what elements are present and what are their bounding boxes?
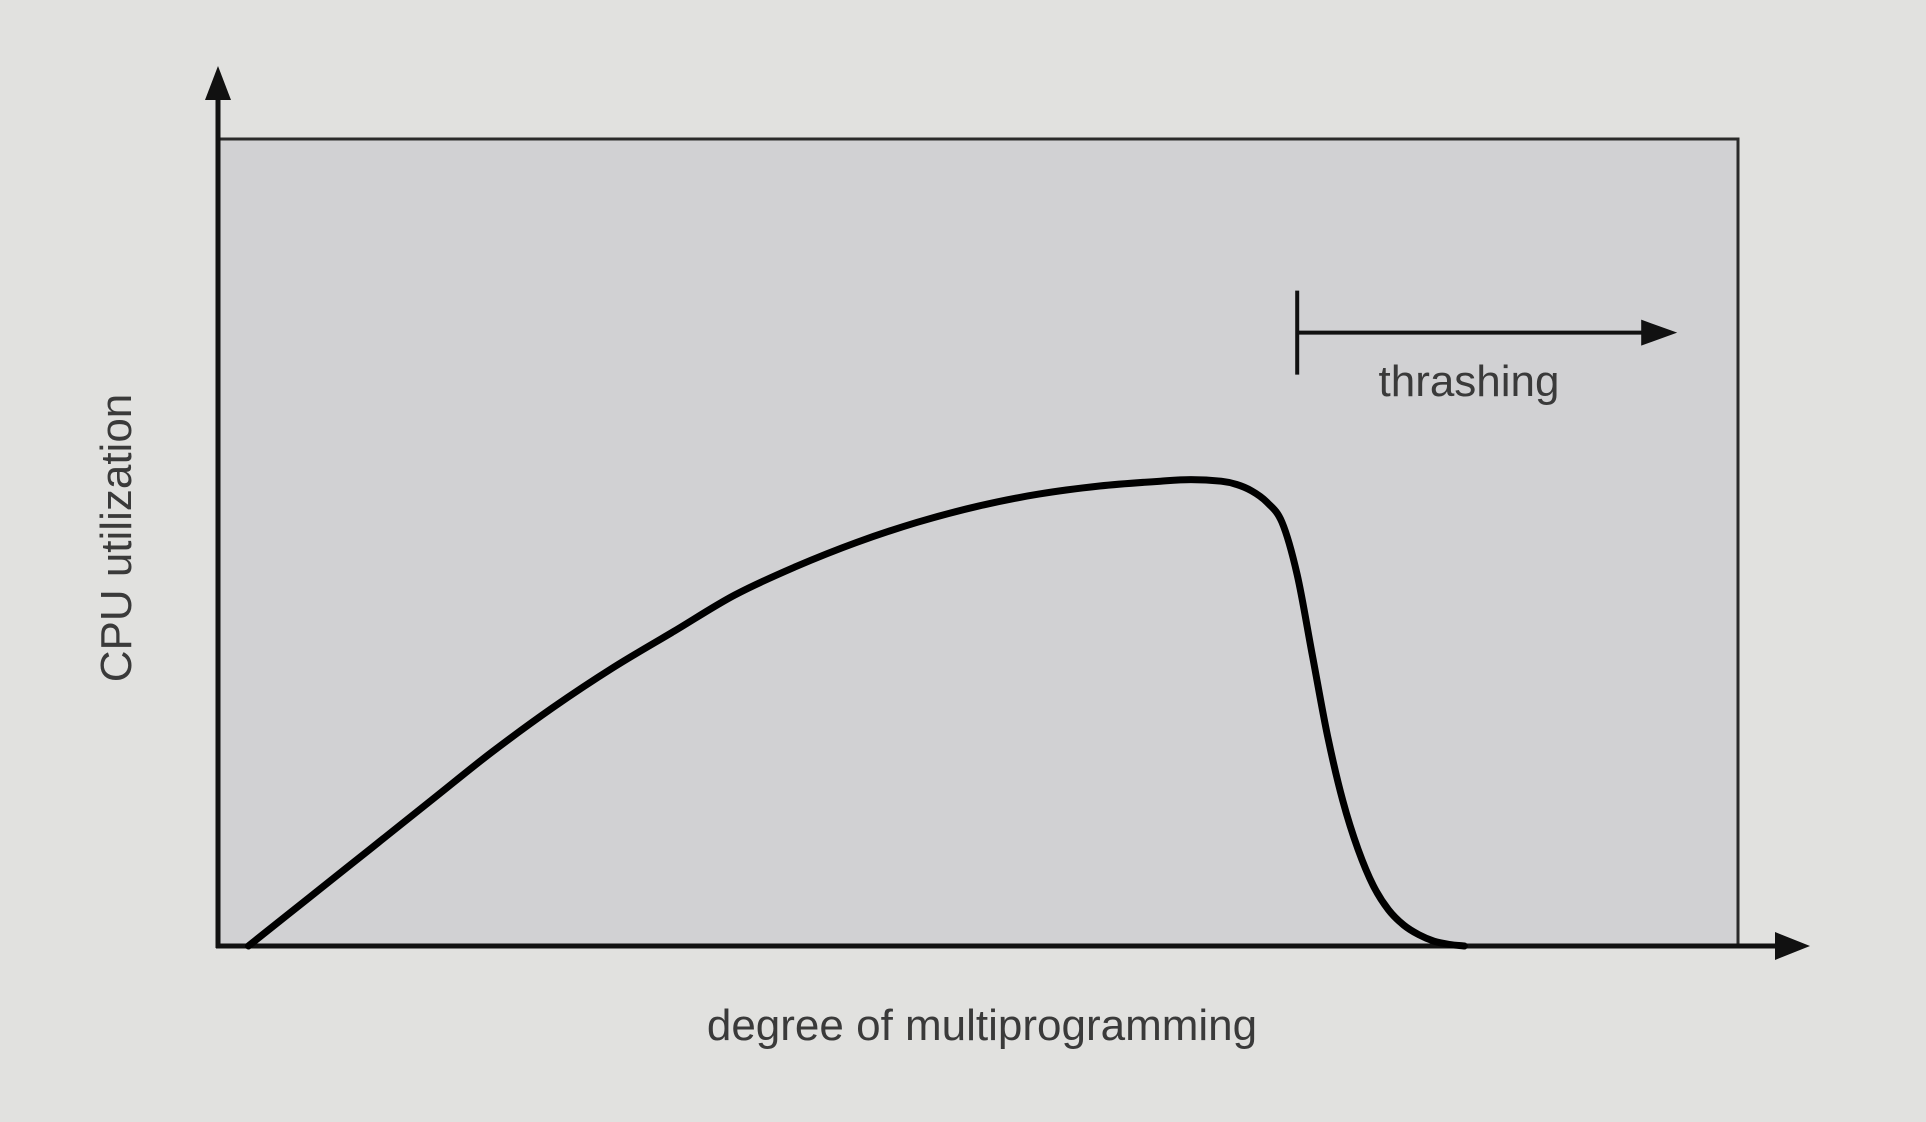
thrashing-arrowhead-icon [1641, 319, 1678, 346]
x-axis-arrow-icon [1775, 932, 1810, 960]
x-axis-label: degree of multiprogramming [706, 1001, 1258, 1050]
series-line-0 [244, 476, 1468, 950]
thrashing-annotation [1295, 290, 1678, 375]
thrashing-label: thrashing [1378, 357, 1560, 406]
series-layer [244, 476, 1468, 950]
plot-area [216, 137, 1740, 948]
y-axis-label: CPU utilization [92, 393, 141, 683]
y-axis-arrow-icon [205, 66, 231, 100]
